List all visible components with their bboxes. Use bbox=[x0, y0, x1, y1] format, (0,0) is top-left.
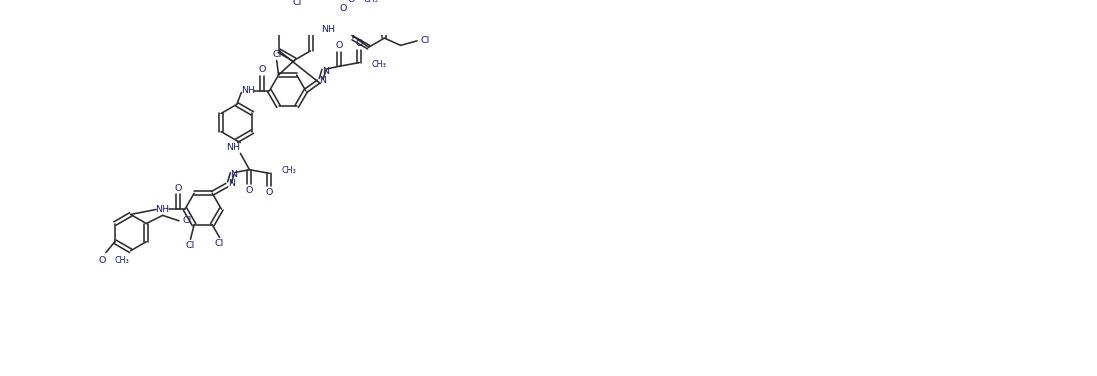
Text: Cl: Cl bbox=[215, 239, 224, 248]
Text: O: O bbox=[265, 188, 273, 197]
Text: Cl: Cl bbox=[185, 241, 195, 250]
Text: N: N bbox=[319, 76, 327, 85]
Text: O: O bbox=[99, 256, 105, 265]
Text: O: O bbox=[259, 65, 265, 74]
Text: CH₃: CH₃ bbox=[364, 0, 378, 4]
Text: CH₃: CH₃ bbox=[281, 166, 296, 175]
Text: NH: NH bbox=[226, 143, 240, 152]
Text: Cl: Cl bbox=[182, 216, 192, 225]
Text: N: N bbox=[323, 67, 329, 76]
Text: NH: NH bbox=[156, 205, 169, 214]
Text: Cl: Cl bbox=[272, 50, 281, 59]
Text: CH₃: CH₃ bbox=[371, 60, 386, 69]
Text: NH: NH bbox=[240, 86, 255, 95]
Text: Cl: Cl bbox=[292, 0, 302, 7]
Text: O: O bbox=[355, 39, 363, 48]
Text: O: O bbox=[336, 41, 343, 50]
Text: N: N bbox=[230, 170, 238, 179]
Text: Cl: Cl bbox=[420, 36, 430, 45]
Text: N: N bbox=[228, 179, 235, 188]
Text: O: O bbox=[340, 4, 347, 13]
Text: NH: NH bbox=[320, 24, 335, 33]
Text: O: O bbox=[348, 0, 354, 4]
Text: O: O bbox=[174, 183, 181, 193]
Text: CH₃: CH₃ bbox=[115, 256, 129, 265]
Text: O: O bbox=[246, 186, 253, 195]
